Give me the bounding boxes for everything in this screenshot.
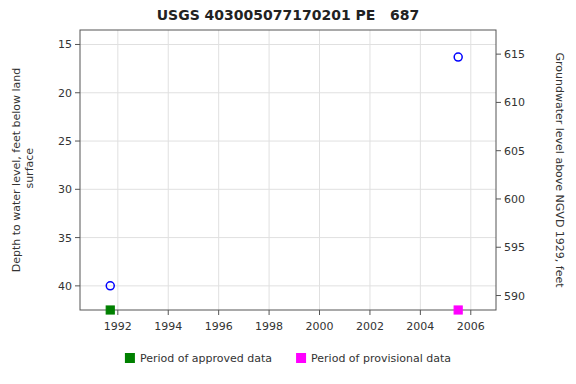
grid-line <box>269 30 270 310</box>
chart: 1992 1994 1996 1998 2000 2002 2004 2006 15 20 25 30… <box>0 0 576 384</box>
grid-line <box>117 30 118 310</box>
tick <box>75 237 80 238</box>
period-marks <box>106 306 462 314</box>
period-mark <box>106 306 114 314</box>
grid-line <box>80 237 496 238</box>
axis-label: Depth to water level, feet below land su… <box>10 68 36 273</box>
tick <box>496 295 501 296</box>
tick-label: 25 <box>58 135 72 148</box>
tick <box>75 141 80 142</box>
plot-frame <box>80 30 496 310</box>
tick <box>75 44 80 45</box>
tick <box>218 310 219 315</box>
tick-label: 595 <box>504 241 525 254</box>
grid <box>80 30 496 310</box>
tick-label: 1998 <box>255 320 283 333</box>
grid-line <box>80 92 496 93</box>
tick <box>75 92 80 93</box>
tick-label: 2002 <box>356 320 384 333</box>
grid-line <box>470 30 471 310</box>
tick-label: 605 <box>504 145 525 158</box>
tick <box>75 285 80 286</box>
tick-label: 1992 <box>104 320 132 333</box>
tick <box>420 310 421 315</box>
axis-label: Groundwater level above NGVD 1929, feet <box>553 52 566 288</box>
tick-label: 35 <box>58 232 72 245</box>
tick-label: 1994 <box>154 320 182 333</box>
data-point <box>106 282 114 290</box>
tick-label: 2000 <box>306 320 334 333</box>
legend-label: Period of provisional data <box>311 352 451 365</box>
tick-label: 40 <box>58 280 72 293</box>
tick <box>168 310 169 315</box>
axis-label-line: surface <box>23 148 36 192</box>
legend-label: Period of approved data <box>140 352 272 365</box>
marks <box>106 53 462 290</box>
tick-label: 600 <box>504 193 525 206</box>
grid-line <box>80 189 496 190</box>
grid-line <box>218 30 219 310</box>
tick-label: 610 <box>504 96 525 109</box>
tick <box>496 150 501 151</box>
tick-label: 1996 <box>205 320 233 333</box>
tick <box>319 310 320 315</box>
tick <box>369 310 370 315</box>
period-mark <box>454 306 462 314</box>
grid-line <box>319 30 320 310</box>
legend-item: Period of approved data <box>125 352 272 365</box>
tick <box>496 54 501 55</box>
tick <box>117 310 118 315</box>
grid-line <box>369 30 370 310</box>
tick-label: 2006 <box>457 320 485 333</box>
axis-label-line: Depth to water level, feet below land <box>10 68 23 273</box>
plot-area <box>80 30 496 310</box>
data-point <box>454 53 462 61</box>
grid-line <box>80 141 496 142</box>
tick-label: 590 <box>504 290 525 303</box>
legend-item: Period of provisional data <box>296 352 451 365</box>
legend-swatch <box>125 353 135 363</box>
tick <box>496 198 501 199</box>
legend: Period of approved data Period of provisi… <box>125 352 451 365</box>
tick-label: 20 <box>58 87 72 100</box>
tick <box>269 310 270 315</box>
tick <box>470 310 471 315</box>
tick <box>496 102 501 103</box>
tick <box>75 189 80 190</box>
tick-label: 30 <box>58 183 72 196</box>
tick-label: 2004 <box>406 320 434 333</box>
tick-label: 615 <box>504 48 525 61</box>
tick <box>496 247 501 248</box>
title: USGS 403005077170201 PE 687 <box>157 7 420 23</box>
tick-label: 15 <box>58 38 72 51</box>
grid-line <box>80 285 496 286</box>
grid-line <box>80 44 496 45</box>
grid-line <box>168 30 169 310</box>
grid-line <box>420 30 421 310</box>
legend-swatch <box>296 353 306 363</box>
